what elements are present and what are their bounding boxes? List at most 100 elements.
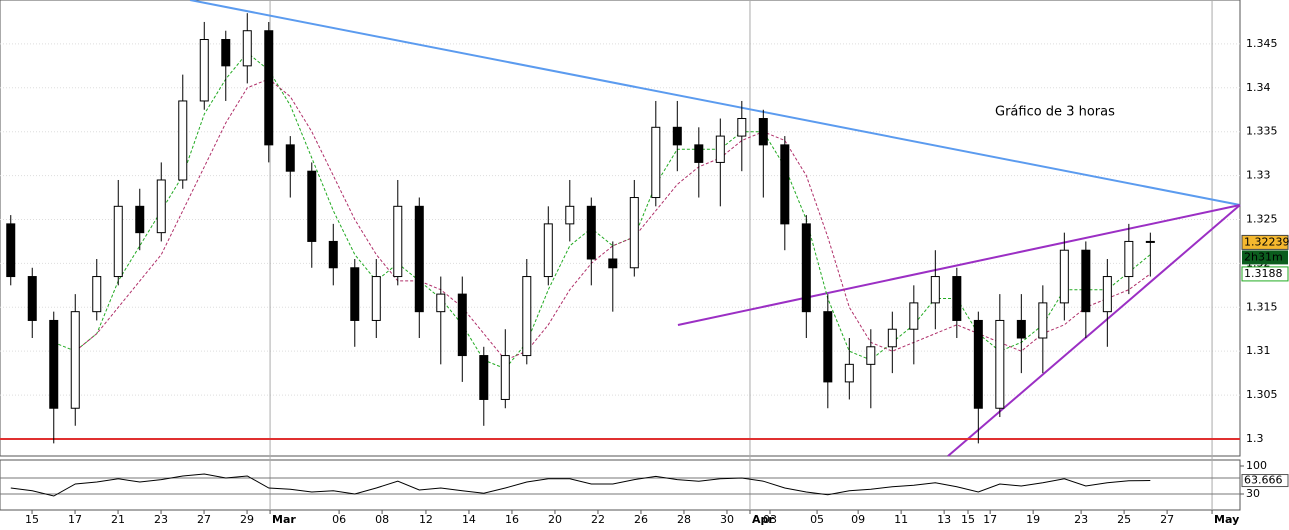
candle-body <box>737 118 747 137</box>
candle-body <box>371 276 381 321</box>
y-tick-label: 1.34 <box>1246 81 1271 94</box>
y-tick-label: 1.3 <box>1246 432 1264 445</box>
candle-body <box>866 346 876 365</box>
x-tick-label: 06 <box>332 513 346 526</box>
candle-body <box>178 100 188 181</box>
candle-body <box>479 355 489 400</box>
candle-body <box>242 30 252 67</box>
y-tick-label: 100 <box>1246 459 1267 472</box>
x-tick-label: 15 <box>961 513 975 526</box>
candle-body <box>156 179 166 234</box>
x-tick-label: 12 <box>419 513 433 526</box>
x-tick-label: 27 <box>1160 513 1174 526</box>
moving-average <box>74 78 1151 361</box>
y-tick-label: 30 <box>1246 487 1260 500</box>
price-pane <box>0 0 1241 457</box>
candle-body <box>565 205 575 225</box>
candle-body <box>1145 240 1155 243</box>
candle-body <box>436 293 446 313</box>
x-tick-label: 28 <box>677 513 691 526</box>
x-tick-label: 16 <box>505 513 519 526</box>
candle-body <box>887 328 897 348</box>
x-tick-label: 14 <box>462 513 476 526</box>
y-tick-label: 1.305 <box>1246 388 1278 401</box>
candle-body <box>199 39 209 102</box>
last-price-box <box>1241 234 1289 250</box>
candle-body <box>608 258 618 269</box>
y-tick-label: 1.335 <box>1246 125 1278 138</box>
candle-body <box>113 205 123 278</box>
candle-body <box>844 363 854 383</box>
trendline <box>189 0 1241 206</box>
candle-body <box>328 240 338 269</box>
ma-value-box <box>1241 266 1289 282</box>
rsi-line <box>10 473 1151 497</box>
candle-body <box>135 205 145 234</box>
candle-body <box>92 276 102 313</box>
x-tick-label: 09 <box>851 513 865 526</box>
x-tick-label: 23 <box>154 513 168 526</box>
candle-body <box>221 39 231 67</box>
candle-body <box>995 319 1005 409</box>
x-tick-label: 20 <box>548 513 562 526</box>
candle-body <box>909 302 919 330</box>
x-tick-label: 03 <box>763 513 777 526</box>
y-tick-label: 1.31 <box>1246 344 1271 357</box>
x-tick-label: 13 <box>937 513 951 526</box>
countdown-label: 2h31m <box>1244 250 1283 263</box>
candle-body <box>715 135 725 163</box>
candle-body <box>393 205 403 278</box>
candle-body <box>629 197 639 269</box>
x-tick-label: 19 <box>1026 513 1040 526</box>
candle-body <box>1059 249 1069 304</box>
x-tick-label: 26 <box>634 513 648 526</box>
x-tick-label: 08 <box>375 513 389 526</box>
candle-body <box>457 293 467 357</box>
candle-body <box>1081 249 1091 313</box>
candle-body <box>285 144 295 172</box>
moving-average <box>53 51 1151 370</box>
candle-body <box>651 126 661 199</box>
candle-body <box>307 170 317 242</box>
candle-body <box>930 276 940 304</box>
candle-body <box>694 144 704 163</box>
candle-body <box>6 223 16 278</box>
candle-body <box>823 311 833 383</box>
candle-body <box>500 355 510 400</box>
x-tick-label: 17 <box>983 513 997 526</box>
ma-value-label: 1.3188 <box>1244 267 1283 280</box>
x-tick-label: 15 <box>25 513 39 526</box>
rsi-value-box <box>1241 474 1289 488</box>
candle-body <box>49 319 59 409</box>
candle-body <box>1016 319 1026 339</box>
x-tick-label: 05 <box>810 513 824 526</box>
candle-body <box>350 267 360 321</box>
candle-body <box>414 205 424 313</box>
candle-body <box>780 144 790 225</box>
x-tick-label: 30 <box>720 513 734 526</box>
x-tick-label: 21 <box>111 513 125 526</box>
rsi-pane <box>0 459 1241 511</box>
last-price-label: 1.32239 <box>1244 235 1289 248</box>
x-tick-label: 17 <box>68 513 82 526</box>
trendline <box>947 204 1241 457</box>
candle-body <box>758 118 768 146</box>
y-tick-label: 1.315 <box>1246 300 1278 313</box>
x-tick-label: 11 <box>894 513 908 526</box>
candle-body <box>264 30 274 146</box>
candle-body <box>27 276 37 321</box>
rsi-value-label: 63.666 <box>1244 474 1283 487</box>
candle-body <box>672 126 682 146</box>
candle-body <box>973 319 983 409</box>
candle-body <box>1102 276 1112 313</box>
countdown-box <box>1242 250 1288 265</box>
candle-body <box>1124 240 1134 278</box>
x-tick-label: May <box>1214 513 1239 526</box>
x-tick-label: 27 <box>197 513 211 526</box>
y-tick-label: 1.33 <box>1246 169 1271 182</box>
x-tick-label: 23 <box>1074 513 1088 526</box>
x-tick-label: 25 <box>1117 513 1131 526</box>
x-tick-label: Apr <box>752 513 774 526</box>
candle-body <box>586 205 596 260</box>
